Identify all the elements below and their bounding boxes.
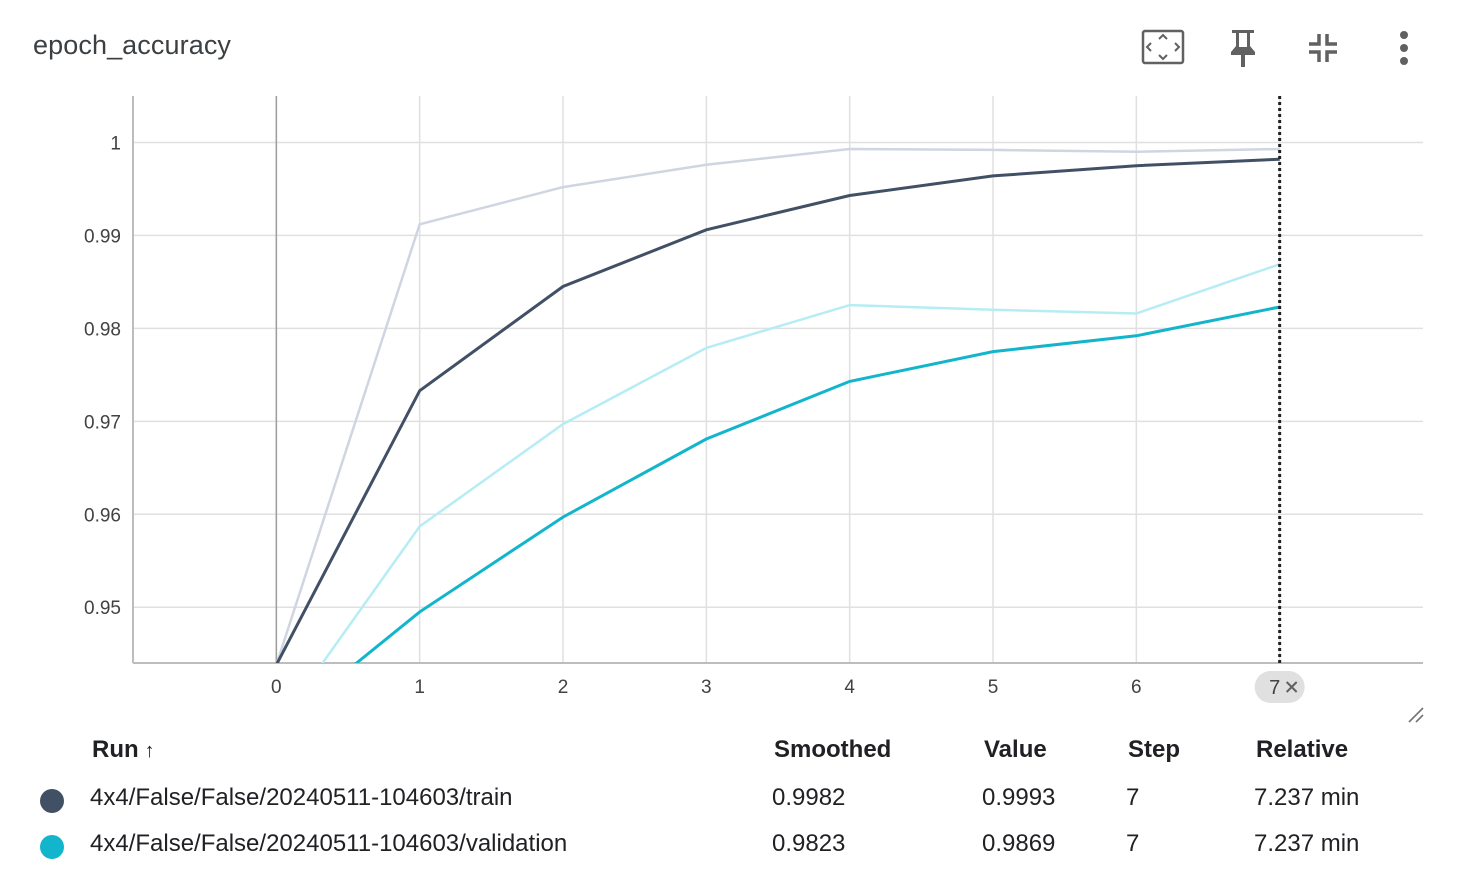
y-tick-label: 0.96 bbox=[84, 505, 121, 526]
x-tick-labels: 0 1 2 3 4 5 6 bbox=[271, 677, 1142, 698]
smoothed-series-line bbox=[354, 305, 1280, 663]
x-tick-label: 0 bbox=[271, 677, 282, 698]
series-lines bbox=[275, 147, 1281, 663]
run-name: 4x4/False/False/20240511-104603/train bbox=[90, 784, 513, 811]
header-relative[interactable]: Relative bbox=[1256, 736, 1349, 763]
axes bbox=[132, 96, 1423, 664]
pin-icon bbox=[1231, 30, 1255, 67]
relative-time: 7.237 min bbox=[1254, 784, 1360, 811]
x-tick-label: 4 bbox=[844, 677, 855, 698]
relative-time: 7.237 min bbox=[1254, 830, 1360, 857]
hover-indicator[interactable]: 7 bbox=[1254, 96, 1305, 703]
y-tick-label: 0.98 bbox=[84, 319, 121, 340]
step-value: 7 bbox=[1126, 784, 1140, 811]
header-value[interactable]: Value bbox=[984, 736, 1047, 763]
pin-button[interactable] bbox=[1217, 22, 1269, 74]
run-name: 4x4/False/False/20240511-104603/validati… bbox=[90, 830, 568, 857]
header-smoothed[interactable]: Smoothed bbox=[774, 736, 892, 763]
fit-domain-icon bbox=[1141, 29, 1185, 65]
hover-step-label: 7 bbox=[1269, 677, 1280, 699]
smoothed-series-line bbox=[275, 157, 1280, 663]
y-tick-label: 0.99 bbox=[84, 226, 121, 247]
x-tick-label: 2 bbox=[558, 677, 569, 698]
raw-value: 0.9869 bbox=[982, 830, 1056, 857]
run-color-dot bbox=[40, 789, 64, 813]
hover-step-chip bbox=[1254, 671, 1305, 703]
header-run[interactable]: Run ↑ bbox=[92, 736, 155, 763]
smoothed-value: 0.9823 bbox=[772, 830, 846, 857]
run-color-dot bbox=[40, 835, 64, 859]
close-icon bbox=[1285, 681, 1298, 693]
step-value: 7 bbox=[1126, 830, 1140, 857]
grid-lines bbox=[133, 96, 1423, 663]
table-row[interactable]: 4x4/False/False/20240511-104603/validati… bbox=[0, 824, 1457, 864]
more-options-button[interactable] bbox=[1377, 22, 1429, 74]
x-tick-label: 5 bbox=[988, 677, 999, 698]
card-title: epoch_accuracy bbox=[33, 30, 232, 60]
collapse-icon bbox=[1309, 34, 1337, 62]
collapse-button[interactable] bbox=[1297, 22, 1349, 74]
table-row[interactable]: 4x4/False/False/20240511-104603/train 0.… bbox=[0, 778, 1457, 818]
card-toolbar bbox=[1137, 22, 1457, 74]
raw-value: 0.9993 bbox=[982, 784, 1056, 811]
resize-handle-icon[interactable] bbox=[1405, 704, 1425, 724]
smoothed-value: 0.9982 bbox=[772, 784, 846, 811]
x-tick-label: 1 bbox=[414, 677, 425, 698]
header-step[interactable]: Step bbox=[1128, 736, 1181, 763]
x-tick-label: 3 bbox=[701, 677, 712, 698]
sort-arrow-up-icon: ↑ bbox=[144, 740, 155, 762]
raw-series-line bbox=[275, 147, 1280, 663]
raw-series-line bbox=[321, 263, 1281, 663]
fit-domain-button[interactable] bbox=[1137, 22, 1189, 74]
y-tick-label: 1 bbox=[110, 133, 121, 154]
y-tick-label: 0.95 bbox=[84, 598, 121, 619]
y-tick-labels: 0.95 0.96 0.97 0.98 0.99 1 bbox=[84, 133, 121, 619]
more-vert-icon bbox=[1400, 31, 1408, 65]
x-tick-label: 6 bbox=[1131, 677, 1142, 698]
y-tick-label: 0.97 bbox=[84, 412, 121, 433]
